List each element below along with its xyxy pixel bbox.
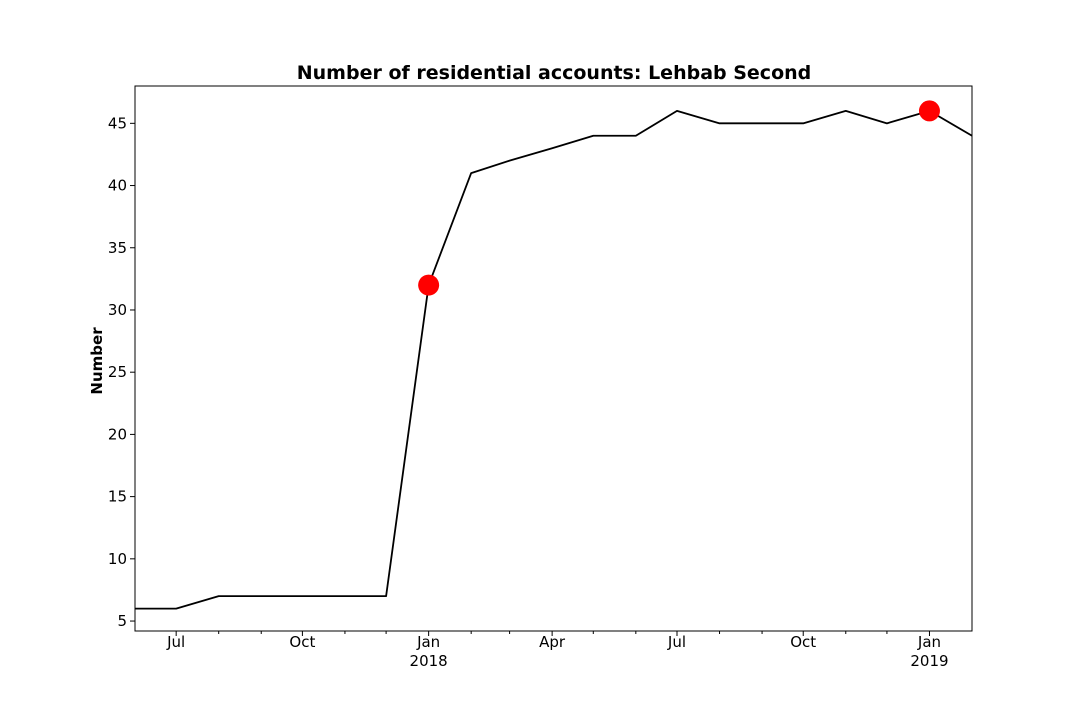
y-tick-label-15: 15 [108, 488, 127, 506]
x-tick-label-4: Jul [667, 633, 686, 651]
x-tick-label-5: Oct [790, 633, 816, 651]
chart-title: Number of residential accounts: Lehbab S… [297, 62, 812, 84]
y-tick-label-45: 45 [108, 114, 127, 132]
y-tick-label-5: 5 [117, 612, 127, 630]
y-tick-label-20: 20 [108, 425, 127, 443]
x-tick-label-3: Apr [539, 633, 566, 651]
series-line-0 [135, 109, 973, 610]
y-axis-label: Number [88, 327, 106, 395]
highlight-marker-1 [918, 100, 940, 122]
x-tick-label-1: Oct [289, 633, 315, 651]
y-tick-label-40: 40 [108, 177, 127, 195]
y-tick-label-10: 10 [108, 550, 127, 568]
y-tick-label-35: 35 [108, 239, 127, 257]
x-tick-year-label-6: 2019 [910, 652, 948, 670]
highlight-marker-0 [418, 274, 440, 296]
y-tick-label-25: 25 [108, 363, 127, 381]
x-tick-year-label-2: 2018 [410, 652, 448, 670]
x-tick-label-0: Jul [166, 633, 185, 651]
x-tick-label-6: Jan [917, 633, 941, 651]
y-tick-label-30: 30 [108, 301, 127, 319]
x-tick-label-2: Jan [416, 633, 440, 651]
plot-frame [134, 85, 973, 632]
